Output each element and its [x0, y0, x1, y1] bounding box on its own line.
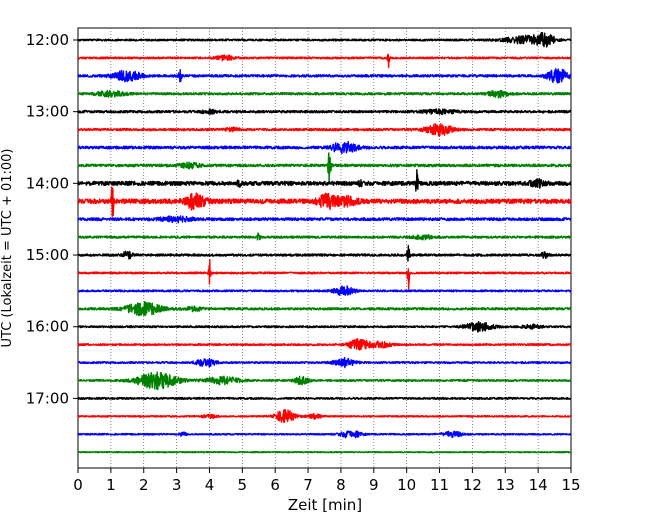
- x-axis: 0 1 2 3 4 5 6 7 8 9 10 11 12 13 14 15: [73, 468, 581, 494]
- seismic-trace: [77, 396, 572, 400]
- seismic-trace: [77, 215, 572, 224]
- seismic-trace: [77, 450, 572, 454]
- x-tick-label: 3: [172, 476, 182, 494]
- seismic-trace: [77, 244, 572, 262]
- seismic-trace: [77, 285, 572, 296]
- seismic-trace: [77, 53, 572, 69]
- seismic-trace: [77, 108, 572, 116]
- x-tick-label: 12: [463, 476, 482, 494]
- x-tick-label: 9: [369, 476, 379, 494]
- plot-frame: [77, 27, 572, 469]
- seismic-trace: [77, 408, 572, 424]
- y-axis-label: UTC (Lokalzeit = UTC + 01:00): [0, 149, 15, 348]
- x-tick-label: 13: [496, 476, 515, 494]
- seismic-trace: [77, 152, 572, 185]
- x-tick-label: 6: [270, 476, 280, 494]
- x-tick-label: 2: [139, 476, 149, 494]
- x-tick-label: 15: [561, 476, 580, 494]
- x-axis-label: Zeit [min]: [288, 496, 362, 514]
- x-tick-label: 11: [430, 476, 449, 494]
- seismic-trace: [77, 123, 572, 137]
- x-tick-label: 4: [205, 476, 215, 494]
- seismic-trace: [77, 232, 572, 241]
- x-tick-label: 0: [73, 476, 83, 494]
- y-axis: 12:00 13:00 14:00 15:00 16:00 17:00: [26, 31, 78, 407]
- grid-lines: [110, 28, 539, 468]
- x-tick-label: 8: [336, 476, 346, 494]
- y-tick-label: 12:00: [26, 31, 69, 49]
- seismic-trace: [77, 300, 572, 317]
- seismic-trace: [77, 31, 572, 48]
- x-tick-label: 7: [303, 476, 313, 494]
- x-tick-label: 14: [529, 476, 548, 494]
- seismic-trace: [77, 89, 572, 99]
- seismic-trace: [77, 356, 572, 369]
- x-tick-label: 1: [106, 476, 116, 494]
- x-tick-label: 5: [238, 476, 248, 494]
- seismic-trace: [77, 338, 572, 351]
- y-tick-label: 17:00: [26, 389, 69, 407]
- seismic-trace: [77, 68, 572, 84]
- y-tick-label: 16:00: [26, 318, 69, 336]
- seismic-trace: [77, 140, 572, 155]
- seismic-trace: [77, 371, 572, 390]
- seismic-trace: [77, 430, 572, 439]
- trace-group: [77, 31, 572, 454]
- seismic-trace: [77, 186, 572, 217]
- seismic-trace: [77, 259, 572, 291]
- y-tick-label: 15:00: [26, 246, 69, 264]
- seismic-trace: [77, 321, 572, 333]
- seismic-trace: [77, 169, 572, 192]
- y-tick-label: 13:00: [26, 103, 69, 121]
- y-tick-label: 14:00: [26, 174, 69, 192]
- x-tick-label: 10: [397, 476, 416, 494]
